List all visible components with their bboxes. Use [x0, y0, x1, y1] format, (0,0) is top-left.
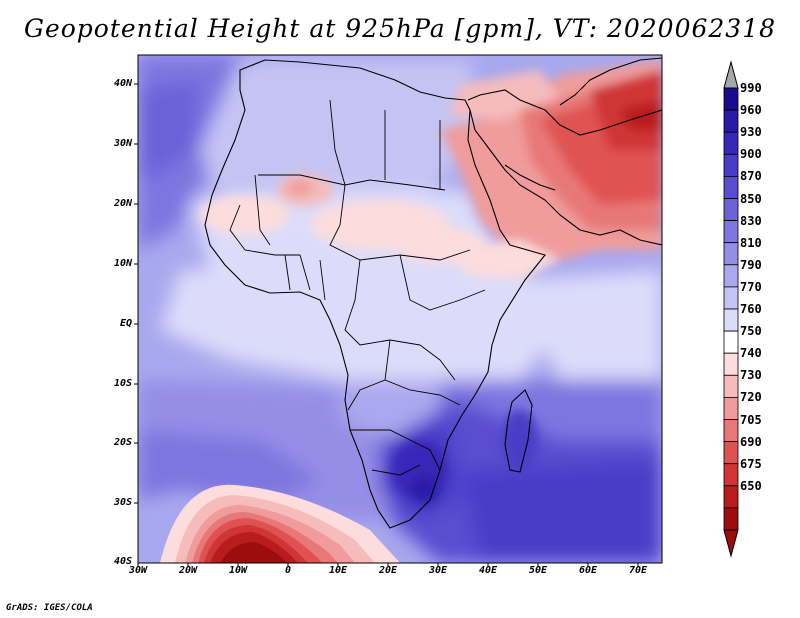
colorbar-level-label: 675	[740, 456, 762, 471]
colorbar-level-label: 730	[740, 368, 762, 383]
colorbar-swatch	[723, 220, 739, 244]
lon-label: 50E	[528, 565, 548, 576]
colorbar-swatch	[723, 242, 739, 266]
colorbar-level-label: 760	[740, 302, 762, 316]
lat-label: 30S	[113, 497, 132, 508]
lat-label: 40N	[113, 78, 132, 89]
lat-label: 30N	[113, 138, 132, 149]
lon-label: 10E	[328, 565, 348, 576]
height-field	[138, 55, 662, 563]
colorbar-level-label: 830	[740, 213, 762, 228]
lat-label: 10N	[113, 258, 132, 269]
lon-label: 20W	[178, 565, 198, 576]
lat-label: EQ	[119, 318, 132, 329]
colorbar-swatch	[723, 374, 739, 398]
lon-label: 70E	[628, 565, 648, 576]
colorbar-swatch	[723, 330, 739, 354]
south-atlantic-low	[160, 484, 400, 563]
colorbar	[723, 60, 739, 558]
colorbar-level-label: 705	[740, 412, 762, 427]
colorbar-swatch	[723, 264, 739, 288]
plot-frame	[137, 54, 663, 564]
lat-label: 40S	[113, 556, 132, 567]
map-title: Geopotential Height at 925hPa [gpm], VT:…	[23, 14, 777, 43]
colorbar-swatch	[723, 463, 739, 487]
colorbar-swatch	[723, 308, 739, 332]
lon-label: 20E	[378, 565, 398, 576]
colorbar-swatch	[723, 352, 739, 376]
colorbar-swatch	[723, 396, 739, 420]
colorbar-swatch	[723, 109, 739, 133]
colorbar-bottom-arrow	[723, 529, 739, 558]
colorbar-level-label: 930	[740, 125, 762, 140]
lon-label: 60E	[578, 565, 598, 576]
colorbar-level-label: 740	[740, 346, 762, 361]
colorbar-swatch	[723, 131, 739, 155]
colorbar-swatch	[723, 87, 739, 111]
lon-label: 0	[284, 565, 292, 576]
colorbar-level-label: 720	[740, 390, 762, 405]
colorbar-level-label: 650	[740, 478, 762, 493]
colorbar-swatch	[723, 441, 739, 465]
colorbar-swatch	[723, 286, 739, 310]
colorbar-swatch	[723, 485, 739, 509]
colorbar-level-label: 750	[740, 324, 762, 339]
colorbar-level-label: 870	[740, 169, 762, 184]
axis-ticks	[134, 83, 639, 567]
lon-label: 40E	[478, 565, 498, 576]
lon-label: 10W	[228, 565, 248, 576]
lat-label: 20S	[113, 437, 132, 448]
colorbar-level-label: 900	[740, 147, 762, 162]
borders	[229, 99, 486, 476]
credit-text: GrADS: IGES/COLA	[6, 603, 93, 613]
colorbar-level-label: 810	[740, 235, 762, 250]
colorbar-swatch	[723, 153, 739, 177]
lat-label: 20N	[113, 198, 132, 209]
colorbar-swatch	[723, 507, 739, 531]
lon-label: 30W	[128, 565, 148, 576]
colorbar-level-label: 690	[740, 434, 762, 449]
colorbar-swatch	[723, 419, 739, 443]
colorbar-swatch	[723, 175, 739, 199]
colorbar-swatch	[723, 198, 739, 222]
colorbar-level-label: 850	[740, 191, 762, 206]
colorbar-level-label: 790	[740, 257, 762, 272]
colorbar-level-label: 960	[740, 103, 762, 118]
colorbar-level-label: 990	[740, 81, 762, 95]
colorbar-top-arrow	[723, 60, 739, 89]
coastlines	[204, 57, 662, 529]
lon-label: 30E	[428, 565, 448, 576]
colorbar-level-label: 770	[740, 279, 762, 294]
lat-label: 10S	[113, 378, 132, 389]
